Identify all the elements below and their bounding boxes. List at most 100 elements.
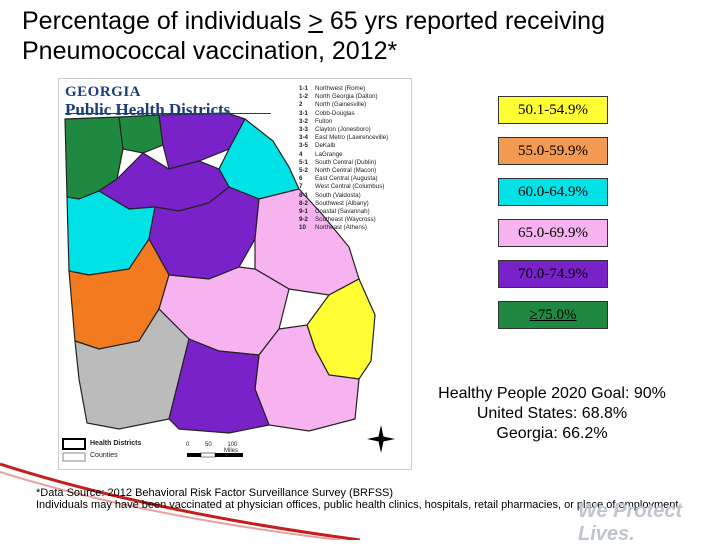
district-key-number: 1-1 xyxy=(299,85,308,92)
district-key-name: Southwest (Albany) xyxy=(315,199,369,207)
district-key-name: West Central (Columbus) xyxy=(315,183,385,191)
scale-unit: Miles xyxy=(224,448,239,454)
legend-item-label: 55.0-59.9% xyxy=(518,143,588,159)
district-key-name: North Georgia (Dalton) xyxy=(315,93,378,101)
legend-item-label: 65.0-69.9% xyxy=(518,225,588,241)
district-key-number: 7 xyxy=(299,183,303,191)
stat-united-states: United States: 68.8% xyxy=(476,405,628,422)
district-key-number: 1-2 xyxy=(299,93,308,101)
district-key-number: 4 xyxy=(299,150,303,158)
district-key-item: 8-1 South (Valdosta) xyxy=(299,192,388,200)
stat-healthy-people-goal: Healthy People 2020 Goal: 90% xyxy=(438,385,666,402)
scale-zero: 0 xyxy=(186,442,190,448)
district-key-item: 9-1 Coastal (Savannah) xyxy=(299,208,388,216)
district-key-name: South (Valdosta) xyxy=(315,191,361,199)
compass-ew xyxy=(367,436,395,442)
title-line-1: Percentage of individuals > 65 yrs repor… xyxy=(22,6,702,36)
district-key-number: 5-1 xyxy=(299,158,308,166)
legend-item-label: 60.0-64.9% xyxy=(518,184,588,200)
district-key-list: 1-1 Northwest (Rome) 1-2 North Georgia (Dal… xyxy=(299,85,388,233)
map-header-line-1: GEORGIA xyxy=(65,84,142,100)
district-key-name: DeKalb xyxy=(315,142,336,150)
map-inset-legend: Health Districts Counties xyxy=(62,438,141,459)
district-region-north-georgia xyxy=(118,114,164,154)
scale-end: 100 xyxy=(227,442,238,448)
slide-title: Percentage of individuals > 65 yrs repor… xyxy=(22,6,702,66)
swoosh-curve-red xyxy=(0,462,360,540)
district-key-number: 3-2 xyxy=(299,117,308,125)
data-source-footnote: *Data Source: 2012 Behavioral Risk Facto… xyxy=(36,487,696,511)
district-key-item: 2 North (Gainesville) xyxy=(299,101,388,109)
district-key-item: 5-2 North Central (Macon) xyxy=(299,167,388,175)
inset-legend-district-swatch xyxy=(62,438,86,450)
we-protect-lives-watermark: We Protect Lives. xyxy=(578,500,683,545)
district-key-name: North Central (Macon) xyxy=(315,167,377,175)
district-key-number: 3-5 xyxy=(299,142,308,150)
district-key-item: 3-5 DeKalb xyxy=(299,142,388,150)
district-key-number: 3-1 xyxy=(299,109,308,117)
district-key-number: 10 xyxy=(299,224,306,232)
district-key-name: Northwest (Rome) xyxy=(315,85,366,92)
district-key-name: Cobb-Douglas xyxy=(315,109,355,117)
map-header: GEORGIA Public Health Districts xyxy=(65,83,230,119)
district-key-number: 6 xyxy=(299,175,303,183)
district-key-name: Southeast (Waycross) xyxy=(315,216,376,224)
legend-item: 55.0-59.9% xyxy=(498,137,608,165)
district-key-item: 4 LaGrange xyxy=(299,151,388,159)
footnote-line-2: Individuals may have been vaccinated at … xyxy=(36,499,679,511)
district-key-number: 5-2 xyxy=(299,167,308,175)
district-key-item: 6 East Central (Augusta) xyxy=(299,175,388,183)
legend-item: 60.0-64.9% xyxy=(498,178,608,206)
scale-mid: 50 xyxy=(205,442,212,448)
district-key-number: 9-2 xyxy=(299,216,308,224)
swoosh-curve-pink xyxy=(0,471,341,540)
district-key-name: Northeast (Athens) xyxy=(315,224,367,232)
district-key-item: 1-2 North Georgia (Dalton) xyxy=(299,93,388,101)
district-key-item: 10 Northeast (Athens) xyxy=(299,224,388,232)
district-key-item: 8-2 Southwest (Albany) xyxy=(299,200,388,208)
district-key-item: 3-2 Fulton xyxy=(299,118,388,126)
district-key-item: 5-1 South Central (Dublin) xyxy=(299,159,388,167)
district-key-number: 8-2 xyxy=(299,199,308,207)
district-key-number: 9-1 xyxy=(299,208,308,216)
district-key-item: 3-4 East Metro (Lawrenceville) xyxy=(299,134,388,142)
legend-item: 50.1-54.9% xyxy=(498,96,608,124)
vaccination-stats: Healthy People 2020 Goal: 90% United Sta… xyxy=(402,384,702,444)
legend-item: ≥75.0% xyxy=(498,301,608,329)
district-key-name: Coastal (Savannah) xyxy=(315,208,370,216)
district-key-name: Clayton (Jonesboro) xyxy=(315,126,371,134)
district-key-number: 3-3 xyxy=(299,126,308,134)
legend-item-label: 70.0-74.9% xyxy=(518,266,588,282)
district-key-name: East Metro (Lawrenceville) xyxy=(315,134,389,142)
district-key-item: 3-1 Cobb-Douglas xyxy=(299,110,388,118)
district-key-number: 2 xyxy=(299,101,303,109)
district-key-name: North (Gainesville) xyxy=(315,101,367,109)
title-gte-symbol: > xyxy=(308,7,323,35)
district-key-item: 9-2 Southeast (Waycross) xyxy=(299,216,388,224)
inset-legend-counties: Counties xyxy=(90,452,118,459)
footnote-line-1: *Data Source: 2012 Behavioral Risk Facto… xyxy=(36,487,394,499)
legend-item: 70.0-74.9% xyxy=(498,260,608,288)
stat-georgia: Georgia: 66.2% xyxy=(496,425,608,442)
map-header-line-2: Public Health Districts xyxy=(65,100,231,119)
inset-legend-health-districts: Health Districts xyxy=(90,440,142,447)
map-svg xyxy=(62,112,395,462)
district-key-name: East Central (Augusta) xyxy=(315,175,378,183)
title-text-rest: 65 yrs reported receiving xyxy=(322,7,605,35)
district-key-item: 3-3 Clayton (Jonesboro) xyxy=(299,126,388,134)
district-key-number: 3-4 xyxy=(299,134,308,142)
scale-bar-segment xyxy=(200,452,216,458)
district-key-item: 7 West Central (Columbus) xyxy=(299,183,388,191)
title-line-2: Pneumococcal vaccination, 2012* xyxy=(22,37,398,65)
district-key-item: 1-1 Northwest (Rome) xyxy=(299,85,388,93)
map-scale-labels: 0 50 100 Miles xyxy=(186,442,238,454)
district-key-name: LaGrange xyxy=(315,150,343,158)
legend-item-label: ≥75.0% xyxy=(529,307,577,323)
legend-item: 65.0-69.9% xyxy=(498,219,608,247)
district-key-name: South Central (Dublin) xyxy=(315,158,377,166)
map-title-underline xyxy=(65,113,271,114)
compass-rose-icon xyxy=(367,425,395,453)
legend-item-label: 50.1-54.9% xyxy=(518,102,588,118)
swoosh-decoration xyxy=(0,462,360,540)
title-text: Percentage of individuals xyxy=(22,7,309,35)
